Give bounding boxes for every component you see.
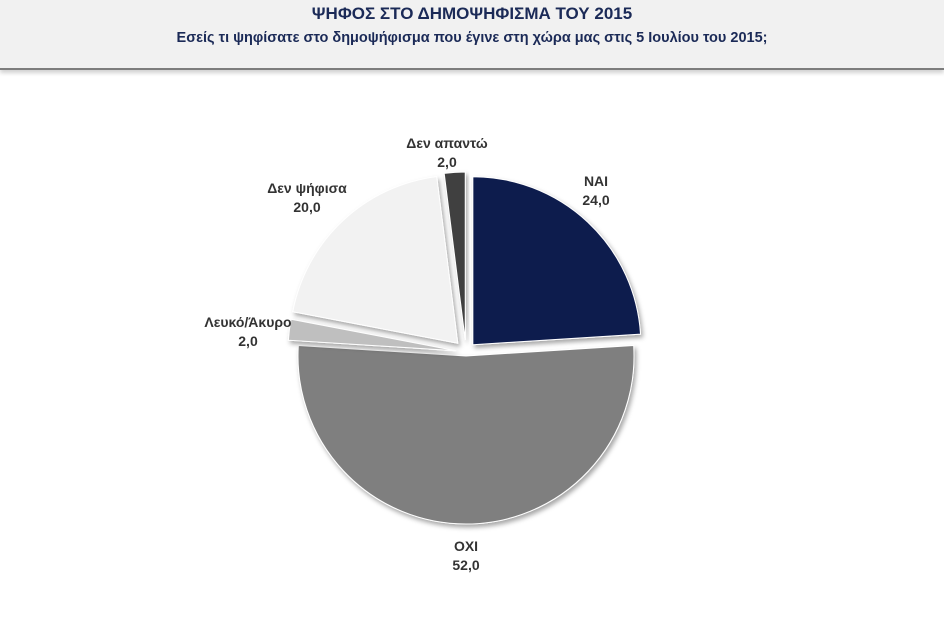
slice-label: Δεν απαντώ bbox=[406, 135, 488, 151]
chart-title: ΨΗΦΟΣ ΣΤΟ ΔΗΜΟΨΗΦΙΣΜΑ ΤΟΥ 2015 bbox=[311, 4, 633, 23]
chart-header: ΨΗΦΟΣ ΣΤΟ ΔΗΜΟΨΗΦΙΣΜΑ ΤΟΥ 2015 Εσείς τι … bbox=[0, 0, 944, 70]
slice-value-label: 2,0 bbox=[437, 154, 457, 170]
chart-subtitle: Εσείς τι ψηφίσατε στο δημοψήφισμα που έγ… bbox=[176, 30, 768, 46]
pie-slice-δεν-απαντώ bbox=[443, 171, 466, 341]
slice-label: ΝΑΙ bbox=[584, 173, 608, 189]
pie-slice-λευκό-άκυρο bbox=[287, 318, 457, 352]
pie-labels: ΝΑΙ 24,0 ΟΧΙ 52,0 Λευκό/Άκυρο 2,0 Δεν ψήφισα 20… bbox=[204, 135, 609, 573]
slice-value-label: 2,0 bbox=[238, 333, 258, 349]
slice-label: Δεν ψήφισα bbox=[267, 180, 347, 196]
pie-slice-οχι bbox=[297, 344, 635, 525]
slice-label: ΟΧΙ bbox=[454, 538, 478, 554]
slice-value-label: 52,0 bbox=[452, 557, 479, 573]
pie-slice-ναι bbox=[472, 176, 642, 346]
slice-value-label: 24,0 bbox=[582, 192, 609, 208]
slice-label: Λευκό/Άκυρο bbox=[204, 314, 291, 330]
pie-slices bbox=[287, 171, 642, 525]
slice-value-label: 20,0 bbox=[293, 199, 320, 215]
pie-slice-δεν-ψήφισα bbox=[292, 176, 459, 344]
